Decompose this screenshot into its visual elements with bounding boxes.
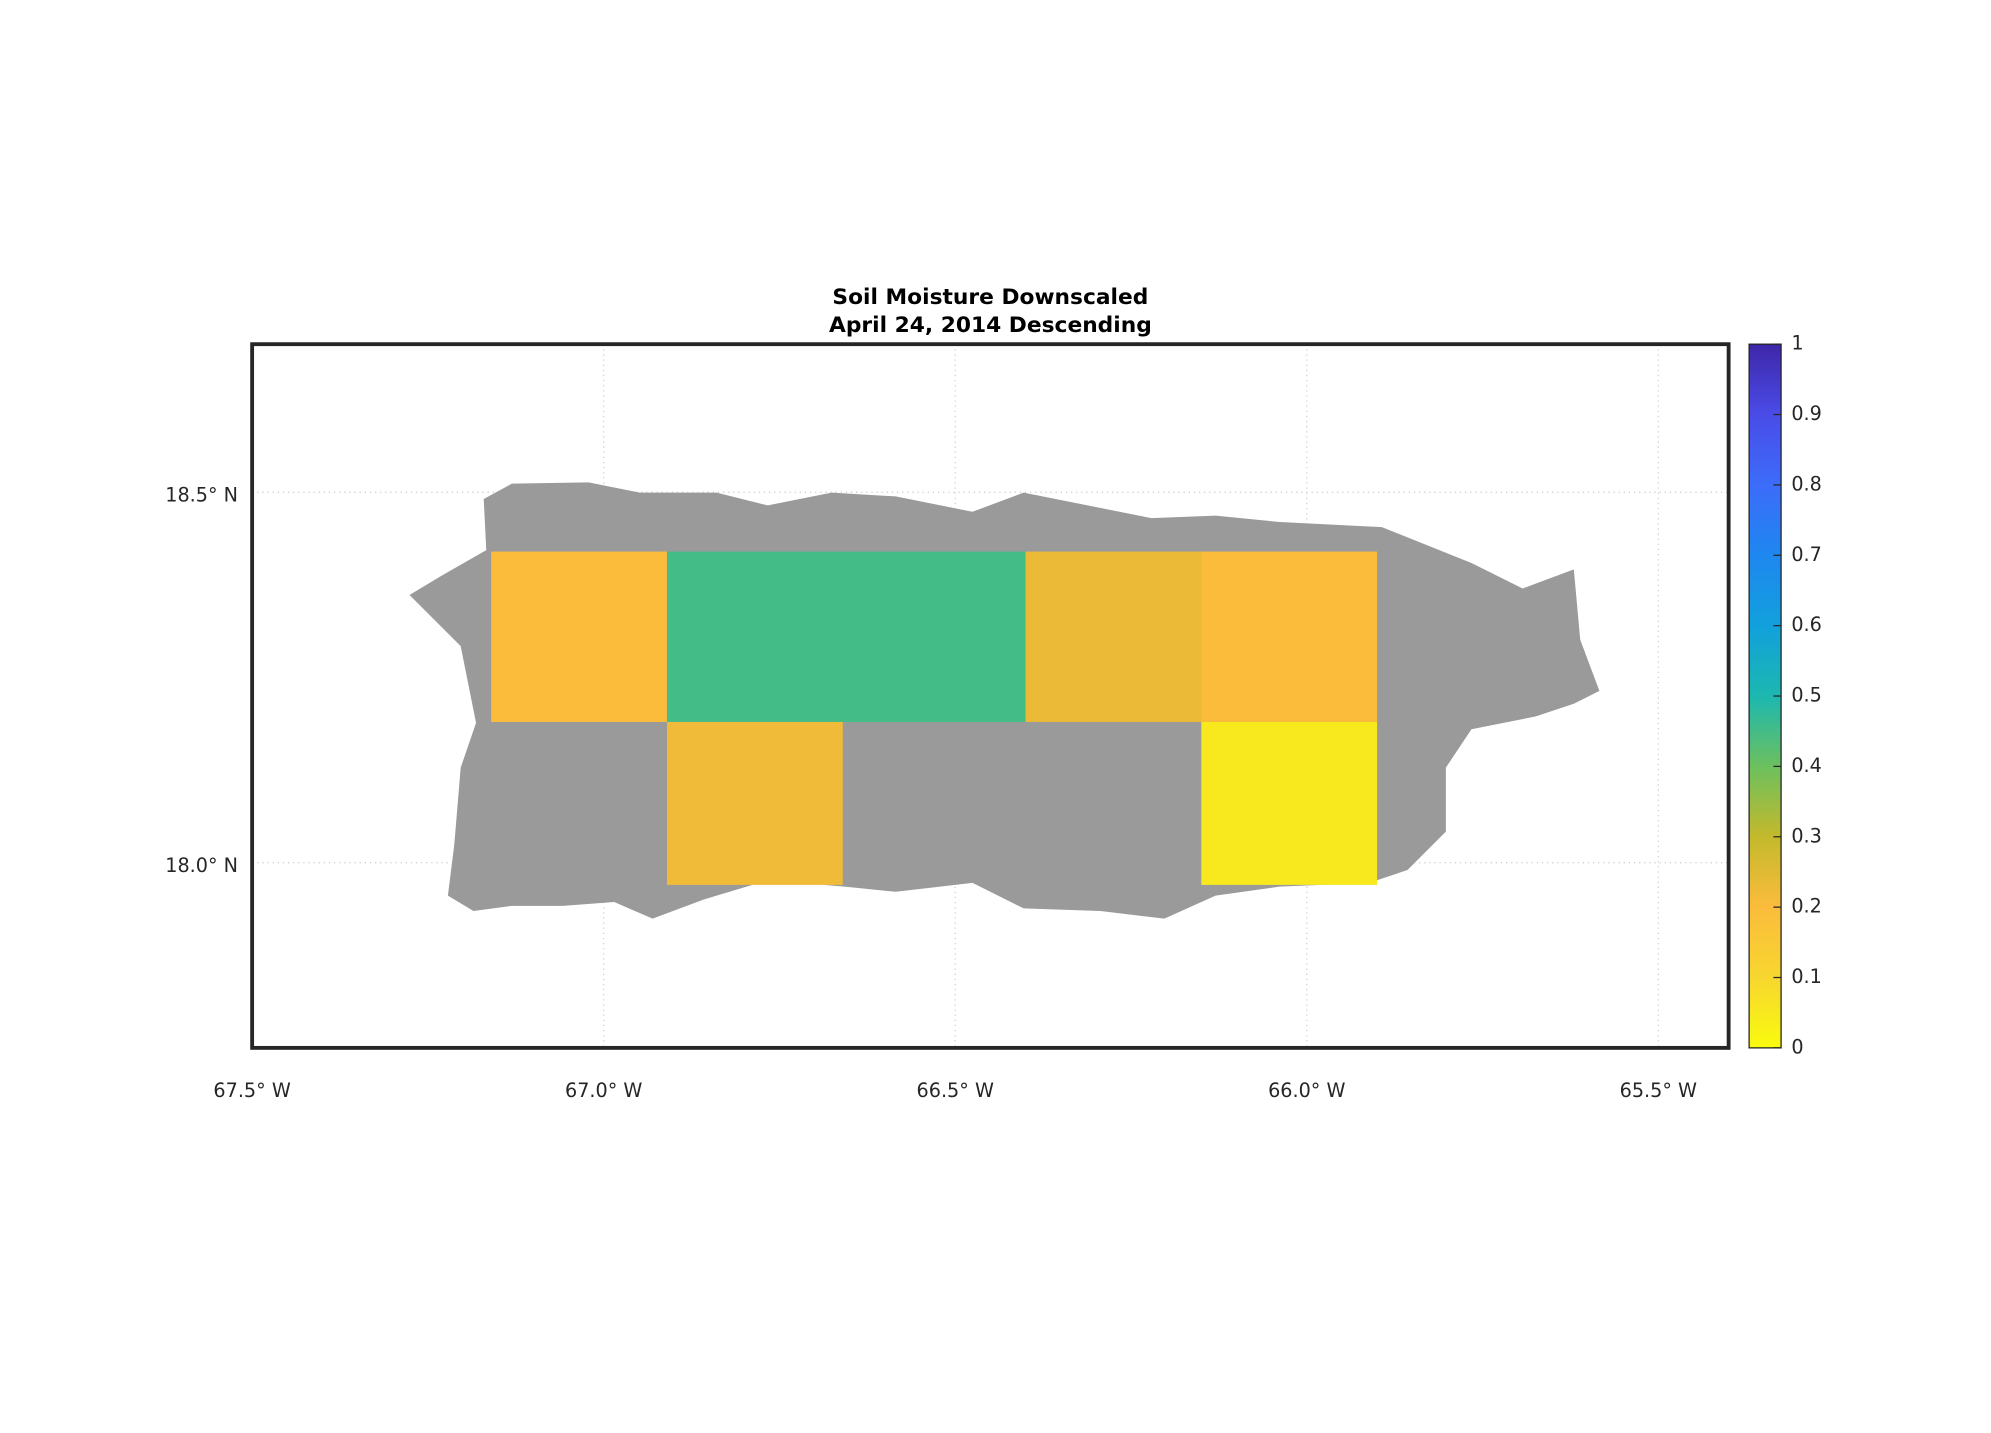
x-tick-label: 67.5° W (213, 1079, 290, 1102)
colorbar-tick-label: 0.8 (1791, 472, 1822, 495)
colorbar-tick-label: 0.5 (1791, 684, 1822, 707)
colorbar-tick-label: 0.7 (1791, 543, 1822, 566)
chart-title: Soil Moisture Downscaled (832, 285, 1148, 310)
x-tick-label: 66.0° W (1268, 1079, 1345, 1102)
colorbar-tick-label: 1 (1791, 332, 1803, 355)
x-tick-label: 66.5° W (917, 1079, 994, 1102)
x-tick-label: 67.0° W (565, 1079, 642, 1102)
moisture-cell (491, 551, 667, 722)
map-frame (250, 342, 1731, 1050)
colorbar-tick-label: 0.9 (1791, 402, 1822, 425)
chart-subtitle: April 24, 2014 Descending (829, 313, 1152, 338)
y-tick-label: 18.0° N (165, 854, 238, 877)
colorbar-tick-label: 0.1 (1791, 965, 1822, 988)
colorbar-tick-label: 0.2 (1791, 895, 1822, 918)
colorbar-tick-label: 0.3 (1791, 824, 1822, 847)
moisture-cell (1025, 551, 1202, 722)
colorbar-tick-label: 0 (1791, 1035, 1803, 1058)
x-tick-label: 65.5° W (1620, 1079, 1697, 1102)
moisture-cell (666, 721, 843, 885)
moisture-cell (666, 551, 1026, 722)
colorbar-tick-label: 0.6 (1791, 613, 1822, 636)
colorbar-tick-label: 0.4 (1791, 754, 1822, 777)
y-tick-label: 18.5° N (165, 484, 238, 507)
moisture-cell (1201, 551, 1378, 722)
moisture-cell (1201, 721, 1378, 885)
